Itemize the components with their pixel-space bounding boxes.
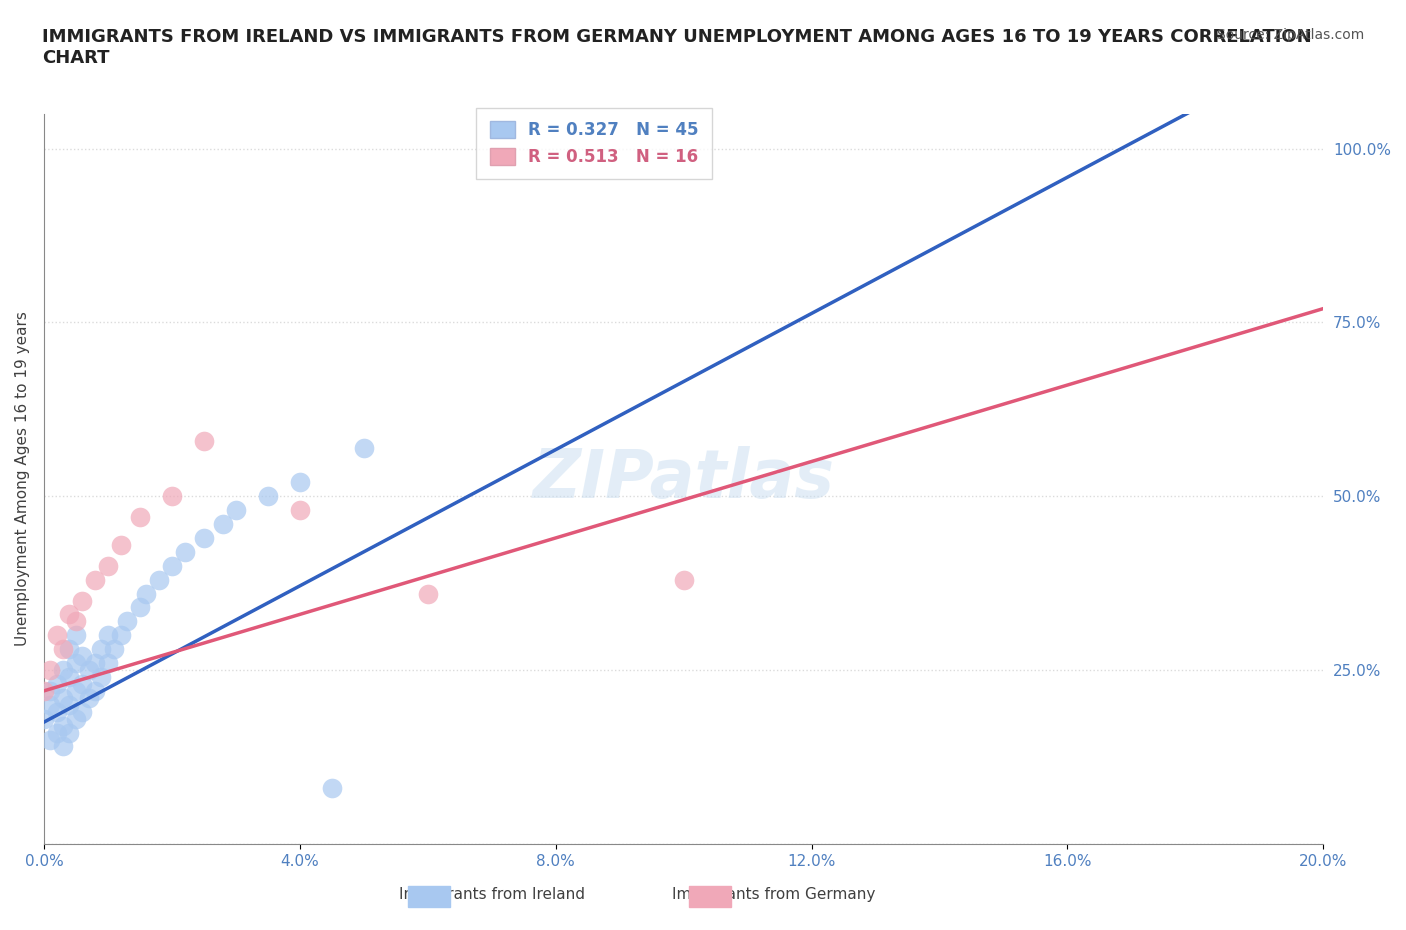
Point bbox=[45, 628, 67, 643]
Point bbox=[52, 690, 75, 705]
Point bbox=[72, 676, 94, 691]
Text: Source: ZipAtlas.com: Source: ZipAtlas.com bbox=[1216, 28, 1364, 42]
Point bbox=[103, 642, 125, 657]
Point bbox=[45, 704, 67, 719]
Point bbox=[110, 628, 132, 643]
Point bbox=[256, 489, 278, 504]
Point bbox=[77, 690, 100, 705]
Point bbox=[45, 676, 67, 691]
Point bbox=[65, 628, 87, 643]
Point bbox=[45, 725, 67, 740]
Legend: R = 0.327   N = 45, R = 0.513   N = 16: R = 0.327 N = 45, R = 0.513 N = 16 bbox=[477, 108, 711, 179]
Point bbox=[39, 698, 62, 712]
Point bbox=[58, 725, 80, 740]
Point bbox=[212, 517, 235, 532]
Point bbox=[72, 649, 94, 664]
Point bbox=[32, 711, 55, 726]
Point bbox=[39, 732, 62, 747]
Point bbox=[110, 538, 132, 552]
Point bbox=[128, 600, 150, 615]
Point bbox=[39, 662, 62, 677]
Point bbox=[160, 489, 183, 504]
Text: Immigrants from Ireland: Immigrants from Ireland bbox=[399, 887, 585, 902]
Point bbox=[97, 628, 120, 643]
Text: ZIPatlas: ZIPatlas bbox=[533, 445, 835, 512]
Point bbox=[72, 593, 94, 608]
Point bbox=[84, 656, 107, 671]
Point bbox=[52, 662, 75, 677]
Point bbox=[52, 718, 75, 733]
Point bbox=[84, 684, 107, 698]
Text: IMMIGRANTS FROM IRELAND VS IMMIGRANTS FROM GERMANY UNEMPLOYMENT AMONG AGES 16 TO: IMMIGRANTS FROM IRELAND VS IMMIGRANTS FR… bbox=[42, 28, 1312, 67]
Point bbox=[39, 684, 62, 698]
Point bbox=[288, 503, 311, 518]
Point bbox=[77, 662, 100, 677]
Point bbox=[90, 642, 112, 657]
Point bbox=[97, 558, 120, 573]
Point bbox=[353, 440, 375, 455]
Point bbox=[52, 642, 75, 657]
Point bbox=[128, 510, 150, 525]
Point bbox=[97, 656, 120, 671]
Point bbox=[115, 614, 138, 629]
Point bbox=[84, 572, 107, 587]
Point bbox=[58, 698, 80, 712]
Y-axis label: Unemployment Among Ages 16 to 19 years: Unemployment Among Ages 16 to 19 years bbox=[15, 312, 30, 646]
Point bbox=[65, 684, 87, 698]
Point bbox=[52, 739, 75, 754]
Point bbox=[65, 711, 87, 726]
Point bbox=[90, 670, 112, 684]
Point bbox=[321, 780, 343, 795]
Point bbox=[672, 572, 695, 587]
Point bbox=[65, 614, 87, 629]
Point bbox=[193, 433, 215, 448]
Point bbox=[65, 656, 87, 671]
Text: Immigrants from Germany: Immigrants from Germany bbox=[672, 887, 875, 902]
Point bbox=[58, 670, 80, 684]
Point bbox=[148, 572, 170, 587]
Point bbox=[32, 684, 55, 698]
Point bbox=[135, 586, 157, 601]
Point bbox=[416, 586, 439, 601]
Point bbox=[160, 558, 183, 573]
Point bbox=[225, 503, 247, 518]
Point bbox=[288, 475, 311, 490]
Point bbox=[173, 544, 195, 559]
Point bbox=[58, 642, 80, 657]
Point bbox=[58, 607, 80, 622]
Point bbox=[72, 704, 94, 719]
Point bbox=[193, 530, 215, 545]
